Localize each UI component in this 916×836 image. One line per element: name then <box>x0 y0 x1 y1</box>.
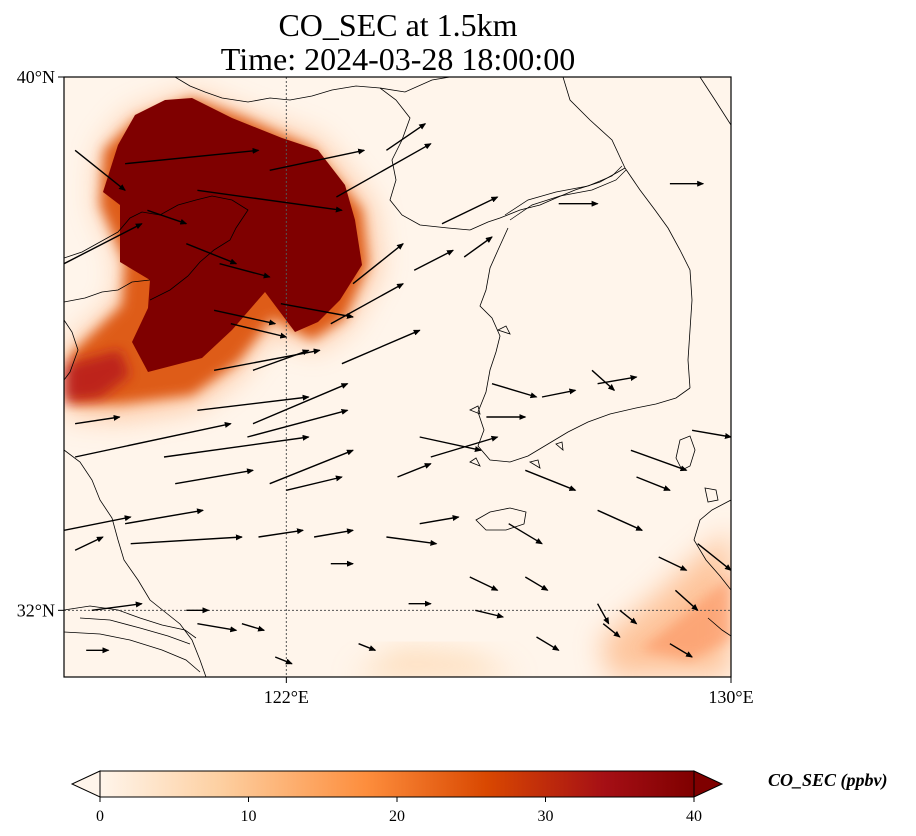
colorbar: 0 10 20 30 40 <box>70 770 724 825</box>
wind-arrow <box>252 383 349 425</box>
colorbar-tick-label: 0 <box>96 808 104 825</box>
lon-tick-label: 122°E <box>264 687 309 707</box>
wind-arrow <box>386 536 438 546</box>
wind-arrow <box>596 603 610 625</box>
wind-arrow <box>469 576 499 591</box>
wind-arrow <box>74 536 104 551</box>
wind-arrow <box>463 236 493 258</box>
wind-arrow <box>419 515 460 525</box>
colorbar-tick-label: 30 <box>538 808 554 825</box>
wind-arrow <box>197 189 343 213</box>
colorbar-max-extend <box>693 770 724 798</box>
wind-arrow <box>397 463 432 478</box>
wind-arrow <box>125 147 260 165</box>
wind-arrow <box>597 375 638 385</box>
wind-arrow <box>197 394 310 411</box>
gridlines <box>64 77 731 677</box>
wind-arrow <box>658 556 688 571</box>
lon-tick-label: 130°E <box>708 687 753 707</box>
wind-arrow <box>386 123 427 151</box>
wind-arrow <box>91 601 143 611</box>
wind-arrow <box>241 623 266 632</box>
wind-arrow <box>475 609 505 619</box>
wind-arrow <box>330 283 404 325</box>
wind-arrow <box>197 623 238 633</box>
wind-arrow <box>280 303 354 319</box>
map-area[interactable] <box>64 77 731 677</box>
wind-arrow <box>508 523 543 545</box>
wind-arrow <box>697 543 731 571</box>
wind-arrow <box>147 209 188 225</box>
wind-arrow <box>213 309 277 326</box>
wind-arrow <box>252 349 310 371</box>
wind-arrow <box>74 149 126 191</box>
wind-arrow <box>274 656 293 665</box>
wind-arrow <box>64 223 143 265</box>
colorbar-title: CO_SEC (ppbv) <box>768 770 888 790</box>
wind-arrow <box>602 623 621 638</box>
colorbar-tick-label: 10 <box>241 808 257 825</box>
wind-arrow <box>619 609 638 625</box>
wind-arrow <box>230 323 288 339</box>
axis-ticks: 40°N 32°N 122°E 130°E <box>17 67 754 707</box>
wind-arrow <box>124 508 204 525</box>
coastlines <box>64 77 731 677</box>
colorbar-min-extend <box>70 770 101 798</box>
wind-arrow <box>525 469 577 491</box>
wind-arrow <box>591 369 616 391</box>
lat-tick-label: 40°N <box>17 67 55 87</box>
wind-arrow <box>269 148 366 171</box>
wind-arrow <box>358 643 377 651</box>
wind-arrow <box>336 143 432 198</box>
colorbar-tick-label: 20 <box>389 808 405 825</box>
lat-tick-label: 32°N <box>17 600 55 620</box>
wind-arrow <box>669 643 693 658</box>
wind-arrow <box>64 515 132 531</box>
wind-arrow <box>352 243 404 285</box>
wind-arrow <box>163 434 310 458</box>
wind-arrow <box>219 263 271 279</box>
wind-arrow <box>674 589 699 611</box>
wind-arrow <box>74 422 232 458</box>
wind-arrow <box>74 414 121 425</box>
wind-arrow <box>186 243 238 265</box>
wind-arrow <box>536 636 560 651</box>
wind-vectors <box>64 123 731 665</box>
wind-arrow <box>313 528 354 538</box>
wind-arrow <box>341 329 421 365</box>
wind-arrow <box>691 429 731 439</box>
wind-arrow <box>441 196 499 225</box>
wind-arrow <box>130 534 243 545</box>
wind-arrow <box>247 408 349 438</box>
wind-arrow <box>419 436 482 452</box>
wind-arrow <box>175 468 254 485</box>
map-subtitle-time: Time: 2024-03-28 18:00:00 <box>220 41 576 77</box>
colorbar-gradient <box>100 771 694 797</box>
wind-arrow <box>630 449 688 472</box>
map-frame <box>63 76 732 678</box>
wind-arrow <box>269 449 354 485</box>
wind-arrow <box>491 383 538 399</box>
wind-arrow <box>636 476 671 491</box>
colorbar-tick-label: 40 <box>686 808 702 825</box>
wind-arrow <box>524 576 549 591</box>
wind-arrow <box>541 388 577 398</box>
map-title: CO_SEC at 1.5km <box>278 7 518 43</box>
wind-arrow <box>413 249 454 271</box>
wind-arrow <box>258 528 304 538</box>
wind-arrow <box>286 475 343 491</box>
wind-arrow <box>597 509 644 531</box>
